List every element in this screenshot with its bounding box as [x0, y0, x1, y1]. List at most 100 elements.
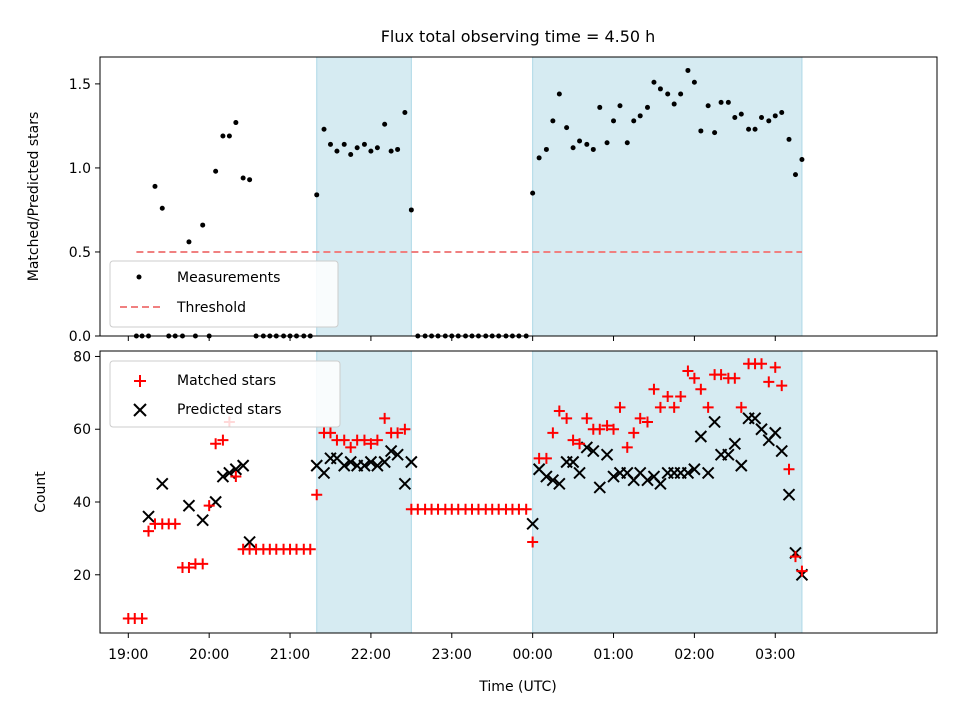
predicted-star-point	[654, 477, 667, 491]
measurement-point	[374, 145, 380, 151]
predicted-star-point	[587, 444, 600, 458]
predicted-star-point	[156, 477, 169, 491]
matched-star-point	[735, 401, 747, 413]
measurement-point	[644, 104, 650, 110]
matched-star-point	[654, 401, 666, 413]
bottom-y-tick-label: 60	[73, 422, 91, 438]
predicted-star-point	[358, 459, 371, 472]
measurement-point	[590, 146, 596, 152]
measurement-point	[233, 120, 239, 126]
top-y-tick-label: 0.5	[69, 245, 91, 261]
bottom-x-axis: 19:00 20:00 21:00 22:00 23:00 00:00 01:00 02:00…	[108, 633, 795, 663]
predicted-star-point	[600, 448, 614, 461]
matched-star-point	[668, 401, 680, 413]
matched-star-point	[379, 412, 391, 424]
measurement-point	[543, 146, 549, 152]
predicted-star-point	[398, 477, 412, 491]
matched-star-point	[662, 390, 674, 402]
matched-star-point	[365, 438, 377, 450]
measurement-point	[159, 205, 165, 211]
predicted-star-point	[607, 470, 620, 483]
predicted-star-point	[182, 499, 196, 512]
top-legend-box	[109, 260, 339, 328]
matched-star-point	[345, 441, 357, 453]
matched-star-point	[621, 441, 633, 453]
measurement-point	[213, 168, 219, 174]
measurement-point	[584, 141, 590, 147]
matched-star-point	[763, 376, 775, 388]
matched-star-point	[641, 416, 653, 428]
matched-star-point	[776, 380, 788, 392]
matched-star-point	[311, 489, 323, 501]
matched-star-point	[399, 423, 411, 435]
predicted-star-point	[371, 459, 384, 472]
measurement-point	[388, 148, 394, 154]
measurement-point	[402, 109, 408, 115]
matched-star-point	[561, 412, 573, 424]
measurement-point	[152, 183, 158, 189]
bottom-x-tick-label: 00:00	[512, 647, 552, 663]
matched-star-point	[143, 525, 155, 537]
top-y-tick-label: 1.0	[69, 161, 91, 177]
measurement-point	[624, 140, 630, 146]
predicted-star-point	[593, 481, 606, 494]
measurement-point	[321, 126, 327, 132]
measurement-point	[348, 151, 354, 157]
matched-star-point	[715, 369, 727, 381]
measurement-point	[678, 91, 684, 97]
matched-star-point	[608, 423, 620, 435]
measurement-point	[220, 133, 226, 139]
measurement-point	[550, 118, 556, 124]
matched-star-point	[540, 452, 552, 464]
predicted-star-point	[364, 455, 378, 469]
matched-star-point	[614, 401, 626, 413]
bottom-y-axis: 20 40 60 80	[73, 349, 100, 584]
measurement-point	[732, 115, 738, 121]
matched-star-point	[675, 390, 687, 402]
measurement-point	[408, 207, 414, 213]
top-x-ticks	[127, 336, 776, 341]
predicted-star-point	[782, 488, 796, 501]
measurement-point	[779, 109, 785, 115]
predicted-star-point	[748, 412, 762, 425]
predicted-star-point	[384, 444, 398, 458]
measurement-point	[698, 128, 704, 134]
top-y-axis: 0.0 0.5 1.0 1.5	[69, 77, 100, 345]
bottom-y-tick-label: 20	[73, 568, 91, 584]
predicted-star-point	[216, 470, 230, 483]
measurement-point	[651, 79, 657, 85]
measurement-point	[327, 141, 333, 147]
measurement-point	[564, 125, 570, 131]
legend-measurements-label: Measurements	[177, 270, 280, 286]
predicted-star-point	[553, 477, 566, 491]
measurement-point	[247, 177, 253, 183]
predicted-star-point	[641, 473, 654, 487]
measurement-point	[685, 67, 691, 73]
predicted-star-point	[405, 455, 418, 469]
shaded-interval-top-1	[532, 56, 803, 337]
predicted-star-point	[694, 430, 708, 443]
matched-star-point	[169, 518, 181, 530]
bottom-x-tick-label: 21:00	[270, 647, 310, 663]
predicted-star-point	[722, 448, 735, 461]
top-legend: Measurements Threshold	[109, 260, 339, 328]
matched-star-point	[702, 401, 714, 413]
matched-star-point	[581, 412, 593, 424]
bottom-x-tick-label: 01:00	[593, 647, 633, 663]
matched-star-point	[648, 383, 660, 395]
measurement-point	[341, 141, 347, 147]
matched-star-point	[729, 372, 741, 384]
legend-matched-label: Matched stars	[177, 373, 276, 389]
predicted-star-point	[344, 455, 357, 469]
measurement-point	[712, 130, 718, 136]
bottom-x-tick-label: 23:00	[432, 647, 472, 663]
predicted-star-point	[391, 448, 404, 461]
measurement-point	[752, 126, 758, 132]
measurement-point	[354, 145, 360, 151]
top-y-label: Matched/Predicted stars	[26, 112, 42, 282]
measurement-point	[617, 103, 623, 109]
predicted-star-point	[566, 455, 580, 469]
top-shaded-intervals	[316, 56, 803, 337]
measurement-point	[746, 126, 752, 132]
predicted-star-point	[229, 463, 243, 476]
